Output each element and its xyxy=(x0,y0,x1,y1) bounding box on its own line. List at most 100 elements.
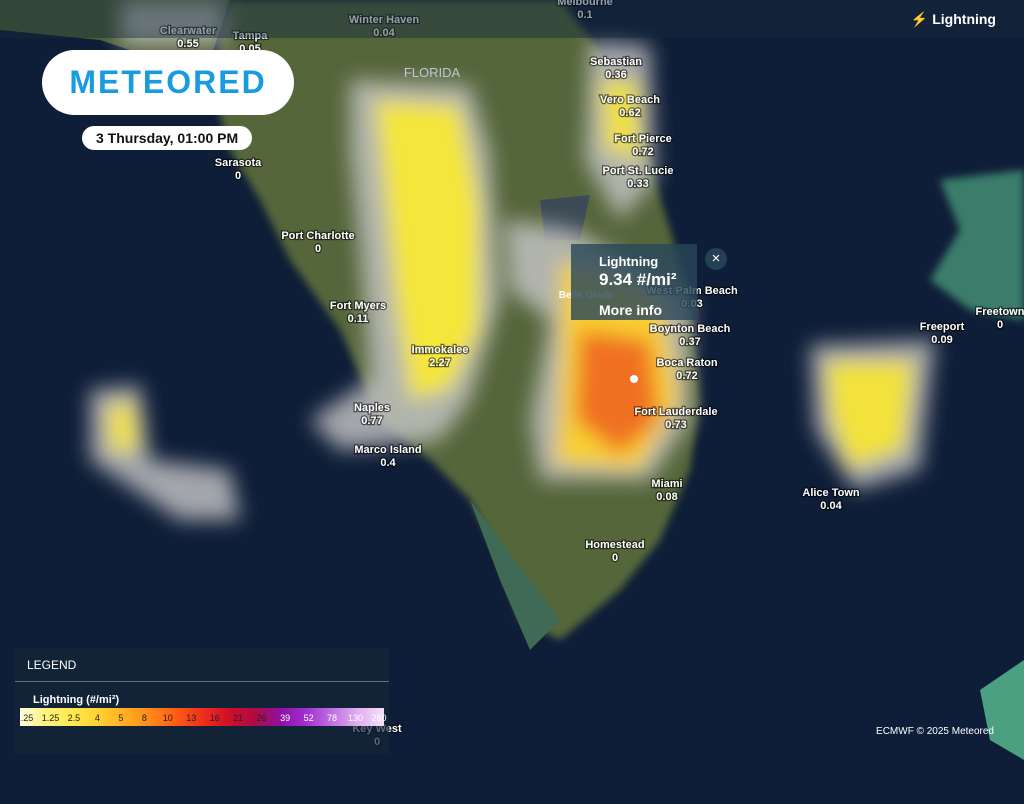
close-button[interactable]: × xyxy=(705,248,727,270)
city-name: Sebastian xyxy=(590,56,642,68)
city-value: 0.09 xyxy=(931,334,952,346)
top-bar xyxy=(0,0,1024,38)
layer-selector[interactable]: ⚡ Lightning xyxy=(910,11,996,27)
city-name: Miami xyxy=(651,478,682,490)
city-name: Fort Myers xyxy=(330,300,386,312)
city-value: 0 xyxy=(315,243,321,255)
scale-tick: 2.5 xyxy=(67,713,81,723)
scale-tick: 1.25 xyxy=(41,713,60,723)
city-value: 0 xyxy=(612,552,618,564)
credit: ECMWF © 2025 Meteored xyxy=(876,726,994,737)
scale-tick: 5 xyxy=(118,713,124,723)
city-name: Fort Lauderdale xyxy=(634,406,717,418)
city-name: Melbourne xyxy=(557,0,613,8)
scale-tick: 130 xyxy=(348,713,364,723)
scale-tick: 4 xyxy=(94,713,100,723)
city-value: 0.4 xyxy=(380,457,396,469)
datetime[interactable]: 3 Thursday, 01:00 PM xyxy=(82,126,253,150)
city-name: Port Charlotte xyxy=(281,230,354,242)
city-value: 0.55 xyxy=(177,38,198,50)
city-name: Alice Town xyxy=(802,487,860,499)
scale-tick: .25 xyxy=(20,713,34,723)
scale-tick: 13 xyxy=(186,713,197,723)
selected-point[interactable] xyxy=(630,375,638,383)
scale-tick: 39 xyxy=(280,713,291,723)
city-value: 0.77 xyxy=(361,415,382,427)
city-name: Clearwater xyxy=(160,25,217,37)
city-name: Marco Island xyxy=(354,444,421,456)
city-value: 0.11 xyxy=(348,313,369,325)
city-value: 0 xyxy=(997,319,1003,331)
city-name: Sarasota xyxy=(215,157,262,169)
city-name: Immokalee xyxy=(412,344,469,356)
scale-tick: 16 xyxy=(209,713,220,723)
scale-tick: 8 xyxy=(141,713,147,723)
scale-tick: 52 xyxy=(303,713,314,723)
city-name: Fort Pierce xyxy=(614,133,671,145)
separator xyxy=(15,681,389,682)
city-name: Freeport xyxy=(920,321,965,333)
scale-tick: 26 xyxy=(256,713,267,723)
scale-tick: 260 xyxy=(371,713,387,723)
city-value: 0.62 xyxy=(619,107,640,119)
color-scale xyxy=(20,708,384,726)
city-name: Freetown xyxy=(976,306,1024,318)
city-value: 0.37 xyxy=(679,336,700,348)
city-value: 0.04 xyxy=(373,27,395,39)
bahamas-land xyxy=(930,170,1024,320)
scale-title: Lightning (#/mi²) xyxy=(33,694,120,706)
popup-value: 9.34 #/mi² xyxy=(599,270,677,289)
city-value: 0.04 xyxy=(820,500,842,512)
city-name: Homestead xyxy=(585,539,644,551)
city-name: Port St. Lucie xyxy=(603,165,674,177)
city-name: Boca Raton xyxy=(656,357,717,369)
legend: LEGEND Lightning (#/mi²) .25 1.25 2.5 4 5 8 10… xyxy=(15,648,389,754)
city-value: 0.08 xyxy=(656,491,677,503)
city-value: 0.72 xyxy=(676,370,697,382)
city-name: Naples xyxy=(354,402,390,414)
popup-title: Lightning xyxy=(599,254,659,269)
scale-tick: 10 xyxy=(162,713,173,723)
city-value: 0.36 xyxy=(605,69,626,81)
scale-tick: 21 xyxy=(233,713,244,723)
city-value: 0.73 xyxy=(665,419,686,431)
city-value: 0.1 xyxy=(577,9,592,21)
more-info[interactable]: More info xyxy=(599,302,662,318)
popup: Lightning 9.34 #/mi² More info xyxy=(571,244,697,320)
city-name: Vero Beach xyxy=(600,94,660,106)
layer-name: Lightning xyxy=(932,11,996,27)
scale-tick: 78 xyxy=(327,713,338,723)
bahamas-south xyxy=(980,660,1024,760)
city-value: 0.72 xyxy=(632,146,653,158)
logo: METEORED xyxy=(42,50,294,115)
legend-title: LEGEND xyxy=(27,658,77,672)
city-value: 2.27 xyxy=(429,357,450,369)
city-value: 0 xyxy=(235,170,241,182)
region-label: FLORIDA xyxy=(404,65,461,80)
city-name: Tampa xyxy=(233,30,269,42)
city-name: Winter Haven xyxy=(349,14,419,26)
city-value: 0.33 xyxy=(627,178,648,190)
